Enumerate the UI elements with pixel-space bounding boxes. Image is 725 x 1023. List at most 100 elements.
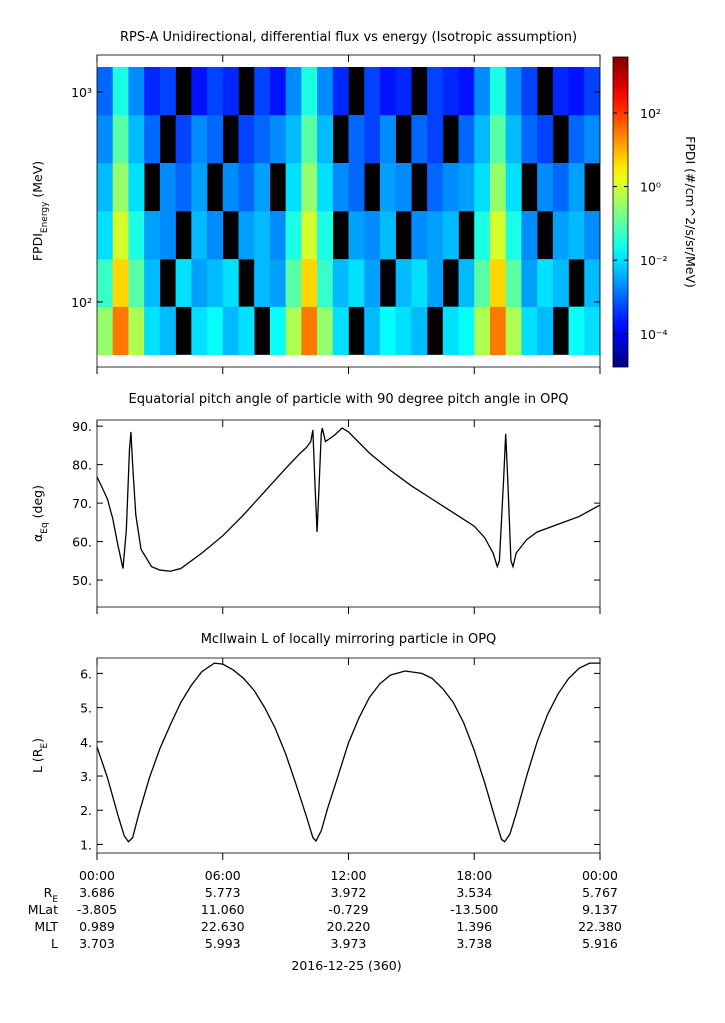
heatmap-cell [285,211,302,260]
heatmap-cell [97,162,114,212]
heatmap-cell [159,67,176,116]
heatmap-cell [128,259,145,307]
heatmap-cell [427,211,444,260]
heatmap-cell [175,259,192,307]
heatmap-cell [144,67,161,116]
heatmap-cell [285,67,302,116]
heatmap-cell [317,114,334,164]
heatmap-cell [175,162,192,212]
heatmap-cell [332,259,349,307]
heatmap-cell [191,67,208,116]
ephemeris-value: 3.973 [331,936,367,951]
heatmap-cell [552,259,569,307]
heatmap-cell [97,114,114,164]
date-label: 2016-12-25 (360) [291,958,401,973]
heatmap-cell [191,162,208,212]
heatmap-cell [112,306,129,356]
y-axis-label-part: L (R [30,748,45,773]
heatmap-cell [584,306,601,356]
row-label-sub: E [52,895,58,905]
heatmap-cell [97,306,114,356]
heatmap-cell [489,67,506,116]
heatmap-cell [317,306,334,356]
y-axis-label-part: (deg) [30,485,45,522]
x-tick-label: 18:00 [456,868,492,883]
row-label-text: L [51,936,58,951]
heatmap-cell [144,259,161,307]
heatmap-cell [458,162,475,212]
heatmap-cell [222,306,239,356]
heatmap-cell [505,67,522,116]
y-tick-label: 80. [72,458,92,473]
heatmap-cell [568,211,585,260]
heatmap-cell [427,67,444,116]
heatmap-cell [238,114,255,164]
heatmap-cell [159,162,176,212]
ephemeris-value: 9.137 [582,902,618,917]
heatmap-cell [348,211,365,260]
heatmap-cell [301,67,318,116]
ephemeris-value: 5.773 [205,885,241,900]
ephemeris-value: -3.805 [77,902,117,917]
y-tick-label: 1. [80,837,92,852]
heatmap-cell [489,259,506,307]
heatmap-cell [207,211,224,260]
y-axis-label-part: Eq [40,522,50,533]
heatmap-cell [254,114,271,164]
heatmap-cell [317,211,334,260]
heatmap-cell [301,211,318,260]
heatmap-cell [489,306,506,356]
heatmap-cell [505,306,522,356]
y-axis-label-part: (MeV) [30,161,45,202]
heatmap-cell [474,162,491,212]
heatmap-cell [474,259,491,307]
row-label: MLat [28,902,58,917]
y-tick-label: 2. [80,803,92,818]
heatmap-cell [364,306,381,356]
colorbar-tick-label: 10⁰ [640,180,661,195]
heatmap-cell [222,67,239,116]
heatmap-cell [489,114,506,164]
heatmap-cell [584,211,601,260]
heatmap-cell [269,67,286,116]
heatmap-cell [97,67,114,116]
heatmap-cell [474,114,491,164]
heatmap-cell [191,259,208,307]
heatmap-cell [254,259,271,307]
y-tick-label: 90. [72,419,92,434]
ephemeris-value: 3.703 [79,936,115,951]
heatmap-cell [317,259,334,307]
panel-title: McIlwain L of locally mirroring particle… [201,632,497,647]
heatmap-cell [442,67,459,116]
y-tick-label: 10² [71,295,92,310]
heatmap-cell [505,211,522,260]
heatmap-cell [112,67,129,116]
y-axis-label-part: ) [30,738,45,743]
heatmap-cell [379,114,396,164]
heatmap-cell [521,259,538,307]
heatmap-cell [348,114,365,164]
y-tick-label: 6. [80,666,92,681]
heatmap-cell [474,67,491,116]
heatmap-cell [191,211,208,260]
heatmap-cell [144,114,161,164]
heatmap-cell [269,259,286,307]
heatmap-cell [348,162,365,212]
panel-title: RPS-A Unidirectional, differential flux … [120,30,577,45]
ephemeris-value: 1.396 [456,919,492,934]
data-line [96,427,601,572]
heatmap-cell [97,211,114,260]
heatmap-cell [207,259,224,307]
heatmap-cell [144,211,161,260]
heatmap-cell [112,162,129,212]
heatmap-cell [521,67,538,116]
row-label-text: R [44,885,53,900]
y-axis-label: FPDIEnergy (MeV) [30,161,50,261]
heatmap-cell [411,306,428,356]
heatmap-cell [332,162,349,212]
y-tick-label: 5. [80,701,92,716]
heatmap-cell [364,259,381,307]
heatmap-cell [207,306,224,356]
ephemeris-value: 0.989 [79,919,115,934]
